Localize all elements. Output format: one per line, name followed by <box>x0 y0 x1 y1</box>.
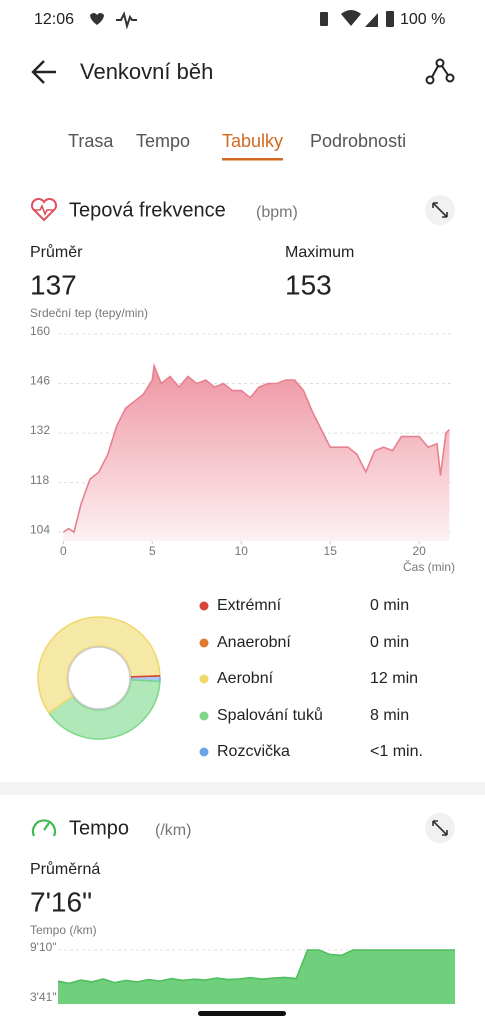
vibrate-icon <box>320 12 328 26</box>
y-axis-label: Tempo (/km) <box>30 923 97 937</box>
heart-rate-chart: 104 118 132 146 160 0 5 10 15 20 <box>30 324 453 558</box>
x-tick-label: 5 <box>149 544 156 558</box>
area-fill <box>63 365 450 541</box>
max-label: Maximum <box>285 244 354 261</box>
health-icon <box>90 13 104 25</box>
legend-label: Rozcvička <box>217 743 290 760</box>
status-time: 12:06 <box>34 11 74 28</box>
legend-value: 0 min <box>370 634 409 651</box>
y-tick-label: 3'41" <box>30 990 57 1004</box>
heart-wave <box>35 204 53 216</box>
tab-bar: Trasa Tempo Tabulky Podrobnosti <box>68 131 406 161</box>
expand-button[interactable] <box>425 195 455 225</box>
x-tick-label: 0 <box>60 544 67 558</box>
section-title: Tempo <box>69 817 129 839</box>
avg-label: Průměr <box>30 243 83 261</box>
area-line <box>57 949 455 985</box>
activity-icon <box>116 11 137 30</box>
legend-label: Spalování tuků <box>217 706 323 724</box>
x-axis-label: Čas (min) <box>403 559 455 574</box>
expand-button[interactable] <box>425 813 455 843</box>
y-tick-label: 146 <box>30 374 50 388</box>
section-unit: (bpm) <box>256 204 298 221</box>
x-tick-label: 15 <box>324 544 338 558</box>
wifi-icon <box>341 10 361 26</box>
tab[interactable]: Tabulky <box>222 131 283 151</box>
tab-indicator <box>222 158 284 161</box>
tab[interactable]: Podrobnosti <box>310 131 406 151</box>
legend-dot <box>199 674 209 684</box>
y-tick-label: 104 <box>30 522 50 536</box>
y-axis-label: Srdeční tep (tepy/min) <box>30 306 148 320</box>
back-button[interactable] <box>31 60 56 84</box>
section-divider <box>0 782 485 795</box>
legend-dot <box>199 747 209 757</box>
legend-dot <box>199 638 209 648</box>
x-tick-label: 10 <box>235 544 249 558</box>
tempo-chart: 3'41" 9'10" <box>30 940 455 1010</box>
section-unit: (/km) <box>155 822 191 839</box>
legend-label: Extrémní <box>217 597 282 614</box>
avg-value: 137 <box>30 269 77 300</box>
legend-label: Aerobní <box>217 670 274 687</box>
legend-dot <box>199 601 209 611</box>
legend-value: 8 min <box>370 707 409 724</box>
avg-value: 7'16" <box>30 886 92 917</box>
y-tick-label: 132 <box>30 423 50 437</box>
area-fill <box>58 950 455 1010</box>
legend-value: 12 min <box>370 670 418 687</box>
route-button[interactable] <box>425 58 455 85</box>
pie-slice <box>130 675 160 678</box>
y-tick-label: 160 <box>30 324 50 338</box>
zone-chart: Extrémní 0 min Anaerobní 0 min Aerobní 12 min… <box>37 597 423 760</box>
legend-value: 0 min <box>370 597 409 614</box>
signal-icon <box>365 13 378 27</box>
section-title: Tepová frekvence <box>69 199 226 221</box>
x-tick-label: 20 <box>413 544 427 558</box>
pie-slice <box>37 616 161 714</box>
tab[interactable]: Trasa <box>68 131 114 151</box>
legend-value: <1 min. <box>370 743 423 760</box>
battery-level: 100 % <box>400 11 445 28</box>
area-line <box>62 362 450 534</box>
heart-icon <box>30 197 58 222</box>
battery-icon <box>386 11 394 27</box>
tempo-icon <box>31 819 57 837</box>
pie-slice <box>47 679 161 740</box>
donut-hole <box>67 646 131 710</box>
y-tick-label: 9'10" <box>30 940 57 954</box>
max-value: 153 <box>285 269 332 300</box>
avg-label: Průměrná <box>30 860 100 878</box>
legend-dot <box>199 711 209 721</box>
legend-label: Anaerobní <box>217 634 291 651</box>
page-title: Venkovní běh <box>80 59 213 84</box>
tab[interactable]: Tempo <box>136 131 190 151</box>
y-tick-label: 118 <box>30 473 49 487</box>
home-indicator[interactable] <box>198 1011 286 1016</box>
